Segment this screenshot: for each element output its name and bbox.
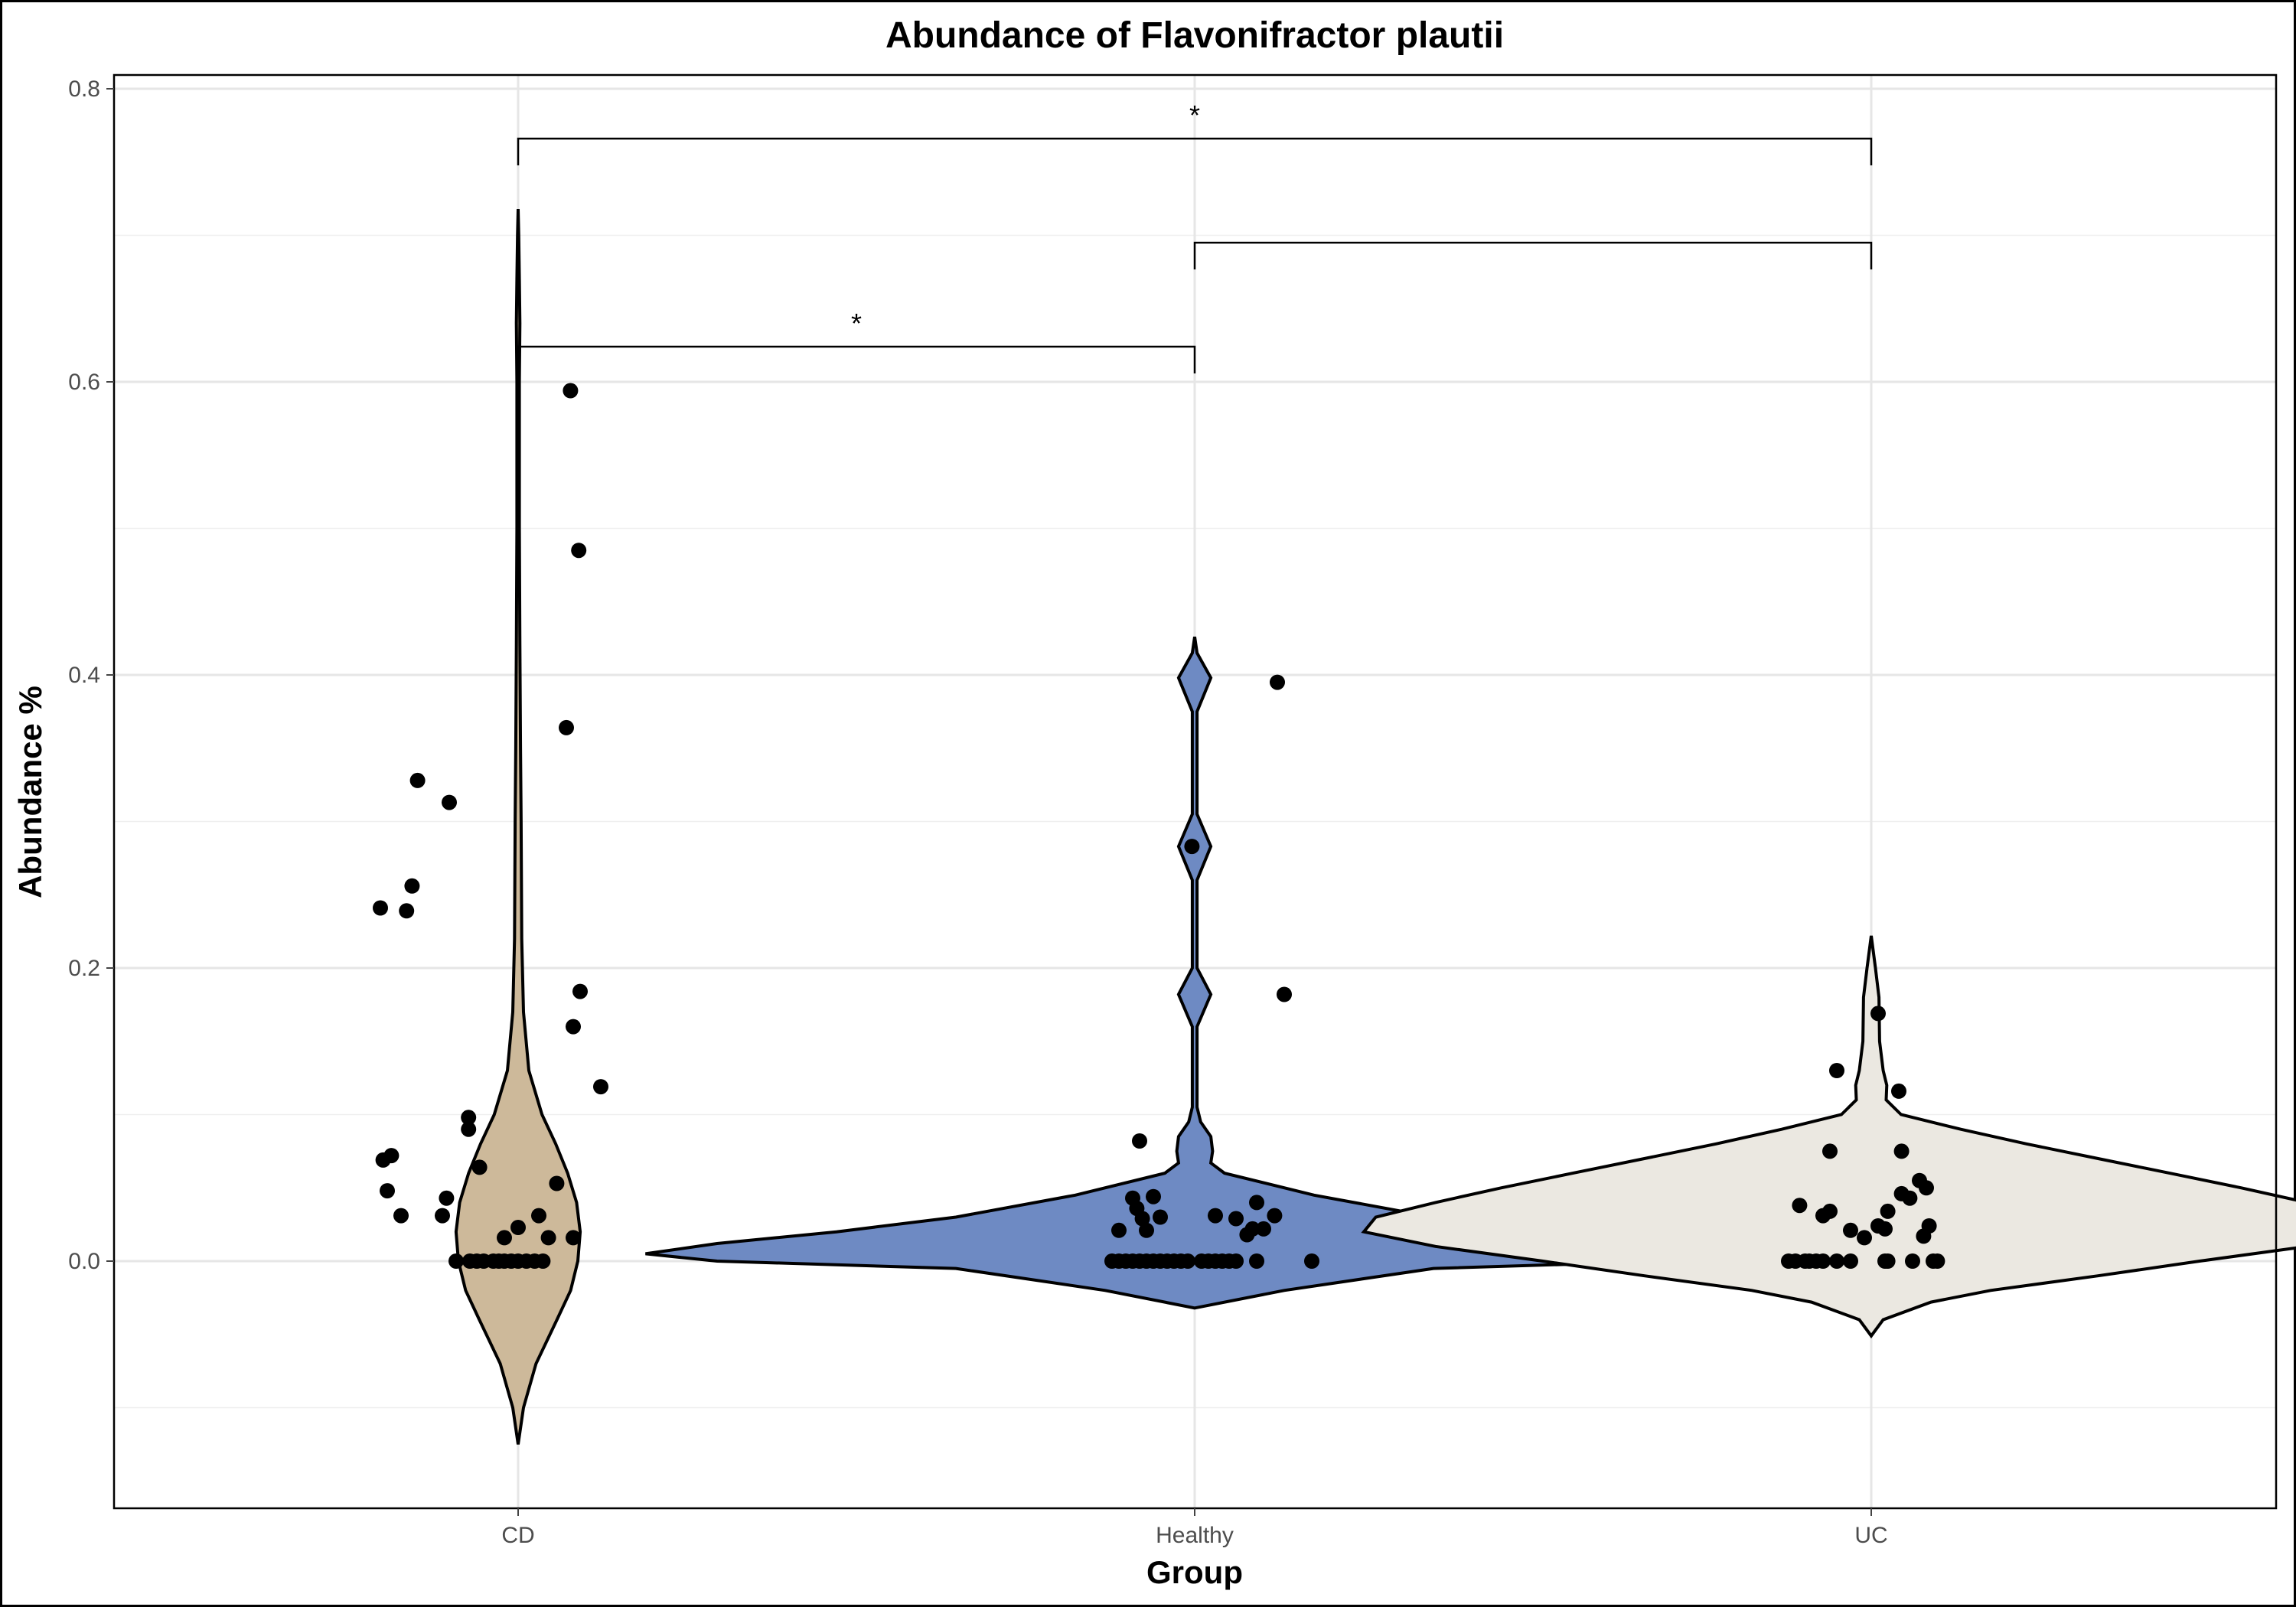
data-point xyxy=(1146,1188,1161,1204)
data-point xyxy=(510,1220,526,1235)
data-point xyxy=(1277,986,1292,1002)
data-point xyxy=(1843,1222,1858,1238)
data-point xyxy=(549,1175,565,1191)
data-point xyxy=(1134,1211,1150,1227)
data-point xyxy=(1829,1063,1844,1078)
y-tick-label: 0.8 xyxy=(68,77,100,102)
data-point xyxy=(1880,1203,1896,1219)
data-point xyxy=(1893,1143,1910,1159)
data-point xyxy=(531,1208,546,1224)
data-point xyxy=(1905,1253,1920,1269)
data-point xyxy=(439,1190,455,1206)
data-point xyxy=(1822,1203,1838,1219)
data-point xyxy=(1249,1253,1264,1269)
data-point xyxy=(1902,1190,1918,1206)
data-point xyxy=(1270,674,1285,690)
data-point xyxy=(1891,1083,1906,1099)
x-tick-label: CD xyxy=(501,1523,534,1548)
data-point xyxy=(380,1183,395,1199)
y-tick-label: 0.4 xyxy=(68,663,100,688)
data-point xyxy=(448,1253,464,1269)
data-point xyxy=(375,1152,391,1168)
data-point xyxy=(409,772,426,788)
violin-uc xyxy=(1361,935,2296,1339)
bracket-cd-healthy xyxy=(517,345,1196,374)
data-point xyxy=(563,383,579,399)
data-point xyxy=(1843,1253,1858,1269)
y-tick-label: 0.0 xyxy=(68,1249,100,1274)
data-point xyxy=(1228,1211,1244,1227)
data-point xyxy=(1184,839,1200,855)
data-point xyxy=(442,794,457,810)
violin-healthy xyxy=(645,636,1744,1310)
data-point xyxy=(593,1079,608,1095)
data-point xyxy=(1870,1006,1886,1022)
significance-label: * xyxy=(851,308,862,339)
data-point xyxy=(1857,1230,1872,1246)
bracket-healthy-uc xyxy=(1193,241,1873,270)
data-point xyxy=(471,1159,488,1175)
data-point xyxy=(1228,1253,1244,1269)
data-point xyxy=(1111,1222,1127,1238)
data-point xyxy=(1877,1221,1893,1237)
x-tick-label: Healthy xyxy=(1156,1523,1234,1548)
data-point xyxy=(399,903,415,919)
data-point xyxy=(559,719,574,735)
data-point xyxy=(461,1110,477,1126)
data-point xyxy=(393,1208,409,1224)
data-point xyxy=(535,1253,551,1269)
data-point xyxy=(1244,1221,1261,1237)
data-point xyxy=(1815,1253,1831,1269)
data-point xyxy=(1919,1180,1934,1196)
violins xyxy=(454,208,2296,1445)
data-point xyxy=(1822,1143,1838,1159)
bracket-cd-uc xyxy=(517,137,1873,166)
data-point xyxy=(1880,1253,1896,1269)
data-point xyxy=(404,878,420,894)
data-point xyxy=(1256,1221,1271,1237)
data-point xyxy=(435,1208,450,1224)
significance-label: * xyxy=(1189,99,1200,131)
data-point xyxy=(1153,1209,1168,1225)
chart-title: Abundance of Flavonifractor plautii xyxy=(885,15,1504,56)
axes: 0.0 0.2 0.4 0.6 0.8 CD Healthy UC xyxy=(68,77,1887,1548)
data-point xyxy=(373,900,388,916)
data-point xyxy=(572,983,588,999)
y-axis-title: Abundance % xyxy=(12,686,48,898)
x-axis-title: Group xyxy=(1146,1554,1243,1590)
data-points xyxy=(373,383,1945,1269)
data-point xyxy=(497,1230,512,1246)
x-tick-label: UC xyxy=(1854,1523,1887,1548)
data-point xyxy=(566,1230,581,1246)
data-point xyxy=(1304,1253,1319,1269)
data-point xyxy=(1208,1208,1223,1224)
data-point xyxy=(1132,1133,1147,1149)
data-point xyxy=(1829,1253,1844,1269)
y-tick-label: 0.2 xyxy=(68,956,100,981)
data-point xyxy=(1139,1222,1154,1238)
data-point xyxy=(1929,1253,1945,1269)
data-point xyxy=(1921,1218,1937,1234)
data-point xyxy=(1792,1198,1808,1214)
data-point xyxy=(1267,1208,1283,1224)
y-tick-label: 0.6 xyxy=(68,370,100,395)
data-point xyxy=(461,1121,477,1137)
data-point xyxy=(1180,1253,1195,1269)
data-point xyxy=(540,1230,556,1246)
data-point xyxy=(1249,1195,1264,1211)
significance-brackets: ** xyxy=(517,99,1873,374)
violin-cd xyxy=(454,208,582,1445)
data-point xyxy=(566,1019,581,1035)
data-point xyxy=(571,543,587,559)
